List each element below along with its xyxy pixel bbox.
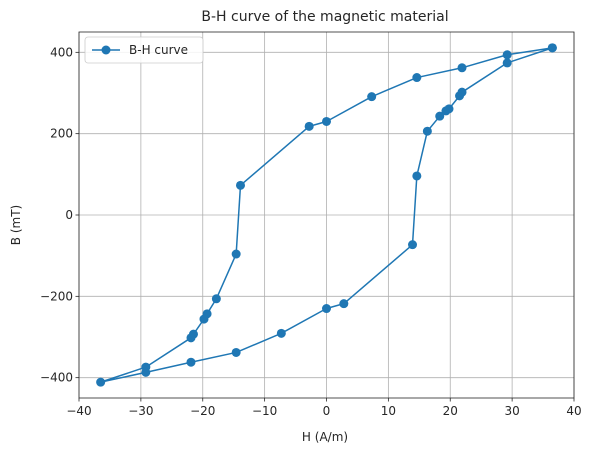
data-point (96, 377, 106, 387)
x-tick-label: 40 (566, 404, 581, 418)
legend-label: B-H curve (129, 43, 188, 57)
chart-title: B-H curve of the magnetic material (201, 9, 448, 25)
x-tick-label: −10 (252, 404, 277, 418)
data-point (547, 43, 557, 53)
grid (78, 32, 575, 398)
x-tick-label: 20 (443, 404, 458, 418)
data-point (231, 347, 241, 357)
axis-ticks: −40 −30 −20 −10 0 10 20 30 40 −400 −200 0 200 400 (40, 45, 582, 418)
data-point (367, 92, 377, 102)
data-point (502, 50, 512, 60)
data-point (435, 111, 445, 121)
data-point (186, 333, 196, 343)
x-tick-label: 0 (323, 404, 331, 418)
y-tick-label: −400 (40, 371, 73, 385)
x-tick-label: −30 (128, 404, 153, 418)
plot-frame (78, 31, 575, 399)
data-point (235, 180, 245, 190)
legend: B-H curve (84, 36, 204, 64)
x-tick-label: −40 (66, 404, 91, 418)
series-layer (96, 43, 557, 387)
data-point (322, 304, 331, 314)
data-point (444, 104, 454, 114)
data-point (211, 294, 221, 304)
data-point (457, 63, 467, 73)
data-point (422, 126, 432, 136)
data-point (457, 87, 467, 97)
x-tick-label: 30 (504, 404, 519, 418)
data-point (322, 116, 331, 126)
data-point (231, 249, 241, 259)
y-tick-label: 200 (50, 127, 73, 141)
data-point (412, 171, 422, 181)
y-tick-label: 0 (65, 208, 73, 222)
data-point (199, 314, 209, 324)
x-tick-label: 10 (381, 404, 396, 418)
data-point (304, 121, 314, 131)
data-point (276, 328, 286, 338)
data-point (502, 58, 512, 68)
y-tick-label: 400 (50, 45, 73, 59)
x-tick-label: −20 (190, 404, 215, 418)
legend-marker (101, 45, 111, 55)
data-point (141, 367, 151, 377)
x-axis-label: H (A/m) (302, 430, 348, 444)
legend-box (84, 36, 204, 64)
y-tick-label: −200 (40, 289, 73, 303)
data-point (339, 299, 349, 309)
data-point (186, 357, 196, 367)
data-point (408, 240, 418, 250)
y-axis-label: B (mT) (9, 205, 23, 245)
data-point (412, 73, 422, 83)
